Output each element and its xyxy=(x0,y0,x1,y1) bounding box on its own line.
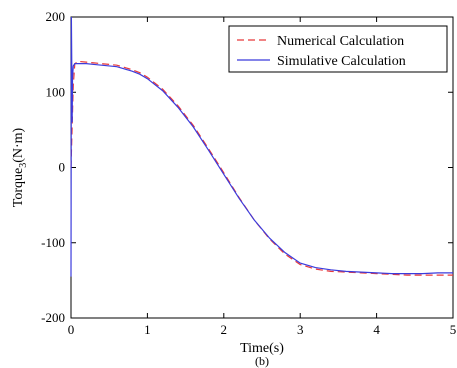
x-tick-label: 3 xyxy=(297,322,304,337)
x-axis-label: Time(s) xyxy=(240,341,284,356)
figure-caption: (b) xyxy=(255,354,269,368)
y-tick-label: 0 xyxy=(59,160,66,175)
x-tick-label: 4 xyxy=(373,322,380,337)
series-layer xyxy=(70,16,453,277)
x-tick-label: 5 xyxy=(450,322,457,337)
legend-box xyxy=(228,25,448,73)
y-tick-label: -100 xyxy=(41,235,65,250)
legend: Numerical Calculation Simulative Calcula… xyxy=(228,25,448,73)
legend-label-numerical: Numerical Calculation xyxy=(277,34,404,49)
axis-ticks: 0 1 2 3 4 5 -200 -100 0 100 200 xyxy=(41,9,456,337)
x-tick-label: 2 xyxy=(221,322,228,337)
series-line-simulative xyxy=(70,16,453,277)
x-tick-label: 0 xyxy=(68,322,75,337)
y-axis-label: Torque3(N·m) xyxy=(11,127,29,207)
y-tick-label: 100 xyxy=(46,84,66,99)
y-tick-label: -200 xyxy=(41,310,65,325)
y-tick-label: 200 xyxy=(46,9,66,24)
series-line-numerical xyxy=(70,60,453,276)
y-axis-label-unit: (N·m) xyxy=(11,127,26,162)
legend-label-simulative: Simulative Calculation xyxy=(277,54,406,69)
y-axis-label-subscript: 3 xyxy=(18,163,29,168)
y-axis-label-main: Torque xyxy=(11,168,26,207)
x-tick-label: 1 xyxy=(144,322,151,337)
